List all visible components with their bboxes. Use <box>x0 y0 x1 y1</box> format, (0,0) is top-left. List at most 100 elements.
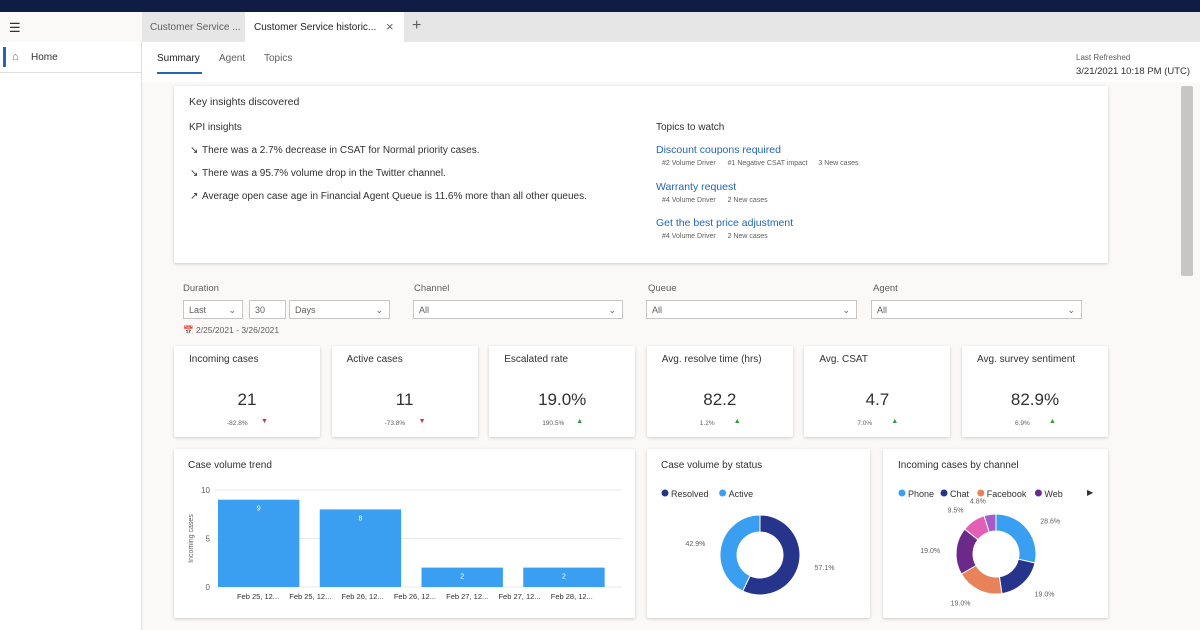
close-icon[interactable]: × <box>386 19 394 34</box>
kpi-card <box>962 346 1108 437</box>
tab-active[interactable] <box>245 12 404 42</box>
kpi-value: 11 <box>395 390 414 409</box>
kpi-card <box>174 346 320 437</box>
trend-icon: ▼ <box>418 418 426 425</box>
bar <box>218 499 300 587</box>
legend-swatch <box>977 489 985 497</box>
kpi-title: Avg. survey sentiment <box>977 354 1076 365</box>
topic-tag: 2 New cases <box>727 197 768 204</box>
donut-segment <box>995 513 1037 564</box>
data-label: 42.9% <box>685 541 705 548</box>
legend-label: Web <box>1044 489 1062 499</box>
legend-swatch <box>898 489 906 497</box>
topic-link[interactable]: Warranty request <box>656 181 737 193</box>
y-axis-label: Incoming cases <box>188 514 195 563</box>
queue-dropdown[interactable]: All ⌄ <box>646 300 857 319</box>
data-label: 19.0% <box>951 601 971 608</box>
kpi-card <box>331 346 478 437</box>
trend-icon: ▼ <box>261 418 268 425</box>
legend-label: Facebook <box>987 489 1027 499</box>
legend-more[interactable]: ▶ <box>1087 488 1094 497</box>
data-label: 57.1% <box>815 565 835 572</box>
legend-swatch <box>940 489 948 497</box>
topic-tag: #4 Volume Driver <box>662 197 716 204</box>
agent-dropdown[interactable]: All ⌄ <box>871 300 1082 319</box>
kpi-title: Active cases <box>346 354 403 365</box>
bar-label: 2 <box>460 574 464 581</box>
trend-arrow: ↗ <box>190 191 199 202</box>
menu-icon[interactable]: ☰ <box>9 20 21 35</box>
kpi-title: Incoming cases <box>189 354 259 365</box>
subtab[interactable]: Agent <box>219 53 246 64</box>
trend-icon: ▲ <box>576 418 584 425</box>
insight-text: There was a 2.7% decrease in CSAT for No… <box>202 145 480 156</box>
kpi-title: Avg. resolve time (hrs) <box>661 354 762 365</box>
topic-tag: #4 Volume Driver <box>662 233 716 240</box>
subtab[interactable]: Topics <box>264 53 293 64</box>
topic-link[interactable]: Get the best price adjustment <box>656 217 794 229</box>
x-tick-label: Feb 28, 12... <box>551 592 593 601</box>
kpi-change: 1.2% <box>699 420 715 427</box>
kpi-card <box>489 346 636 437</box>
home-icon: ⌂ <box>12 51 19 63</box>
donut-segment <box>983 513 997 533</box>
refresh-time: 3/21/2021 10:18 PM (UTC) <box>1076 66 1191 77</box>
legend-swatch <box>719 489 727 497</box>
tab[interactable]: Customer Service historic... <box>254 22 377 33</box>
refresh-label: Last Refreshed <box>1076 53 1131 62</box>
duration-count[interactable]: 30 <box>249 300 286 319</box>
tab[interactable]: Customer Service ... <box>150 22 241 33</box>
kpi-insights-title: KPI insights <box>189 122 242 133</box>
dropdown-value: All <box>652 305 663 315</box>
kpi-value: 4.7 <box>865 390 890 409</box>
dropdown-value: 30 <box>255 305 266 315</box>
kpi-card <box>804 346 951 437</box>
kpi-change: -82.8% <box>227 420 248 427</box>
dropdown-value: Days <box>295 305 316 315</box>
legend-label: Chat <box>950 489 970 499</box>
x-tick-label: Feb 25, 12... <box>289 592 331 601</box>
subtab[interactable]: Summary <box>157 53 200 64</box>
trend-icon: ▲ <box>891 418 899 425</box>
y-tick-label: 0 <box>206 583 211 592</box>
legend-swatch <box>661 489 669 497</box>
donut-segment <box>719 514 761 592</box>
x-tick-label: Feb 27, 12... <box>446 592 488 601</box>
data-label: 28.6% <box>1040 518 1060 525</box>
data-label: 9.5% <box>948 507 964 514</box>
data-label: 19.0% <box>1035 592 1055 599</box>
chart-title: Case volume trend <box>188 460 272 471</box>
trend-arrow: ↘ <box>190 168 199 179</box>
add-tab[interactable]: + <box>412 17 422 34</box>
trend-arrow: ↘ <box>190 145 199 156</box>
kpi-change: 6.9% <box>1015 420 1030 427</box>
filter-label: Duration <box>183 283 219 294</box>
filter-label: Channel <box>414 283 450 294</box>
scrollbar[interactable] <box>1181 86 1193 276</box>
insight-text: Average open case age in Financial Agent… <box>202 191 587 202</box>
chart-title: Case volume by status <box>661 460 763 471</box>
kpi-change: -73.8% <box>384 420 406 427</box>
kpi-value: 21 <box>237 390 257 409</box>
bar-label: 8 <box>358 515 362 522</box>
home-link[interactable]: Home <box>31 52 58 63</box>
sidebar-home-row[interactable] <box>0 44 141 73</box>
insight-text: There was a 95.7% volume drop in the Twi… <box>202 168 446 179</box>
header <box>142 42 1200 82</box>
data-label: 19.0% <box>920 548 940 555</box>
kpi-title: Avg. CSAT <box>819 354 868 365</box>
topic-tag: 3 New cases <box>818 160 859 167</box>
trend-icon: ▲ <box>1049 418 1056 425</box>
filter-label: Queue <box>648 283 677 294</box>
dropdown-value: Last <box>189 305 207 315</box>
topic-link[interactable]: Discount coupons required <box>656 144 781 156</box>
legend-swatch <box>1034 489 1042 497</box>
tab-underline <box>157 72 202 74</box>
duration-unit[interactable]: Days ⌄ <box>289 300 390 319</box>
channel-dropdown[interactable]: All ⌄ <box>413 300 623 319</box>
insights-card <box>174 86 1108 263</box>
duration-mode[interactable]: Last ⌄ <box>183 300 243 319</box>
top-bar <box>0 0 1200 12</box>
kpi-value: 82.2 <box>703 390 737 409</box>
